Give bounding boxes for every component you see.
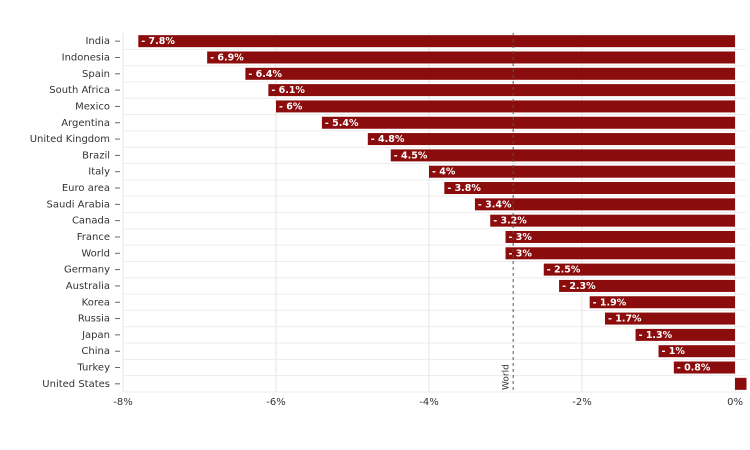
y-tick-label: Korea	[82, 297, 110, 308]
value-label: - 2.5%	[547, 265, 581, 276]
bar	[490, 214, 736, 227]
y-tick-label: Argentina	[61, 118, 110, 129]
y-tick-label: India	[85, 36, 110, 47]
y-tick-label: Australia	[66, 281, 110, 292]
value-label: - 1.7%	[608, 314, 642, 325]
value-label: - 4.8%	[371, 134, 405, 145]
bar	[505, 230, 736, 243]
value-label: - 6.4%	[248, 69, 282, 80]
bar	[635, 328, 736, 341]
y-tick-label: South Africa	[49, 85, 110, 96]
y-tick-label: United Kingdom	[30, 134, 110, 145]
value-label: - 4.5%	[394, 150, 428, 161]
bar	[505, 247, 736, 260]
bar	[138, 35, 736, 48]
bar	[390, 149, 736, 162]
bar	[559, 279, 736, 292]
y-tick-label: Russia	[78, 314, 110, 325]
value-label: - 7.8%	[141, 36, 175, 47]
value-label: - 1%	[662, 346, 686, 357]
y-tick-label: France	[77, 232, 110, 243]
x-tick-label: -8%	[113, 397, 132, 408]
value-label: - 3%	[509, 248, 533, 259]
bar	[735, 377, 747, 390]
bar	[367, 133, 736, 146]
value-label: - 3.4%	[478, 199, 512, 210]
bar	[589, 296, 736, 309]
y-tick-label: World	[81, 248, 110, 259]
y-tick-label: Mexico	[75, 101, 110, 112]
x-tick-label: -2%	[572, 397, 591, 408]
value-label: - 6.9%	[210, 52, 244, 63]
value-label: - 6%	[279, 101, 303, 112]
bar	[658, 345, 736, 358]
bar	[444, 182, 736, 195]
y-tick-label: Japan	[81, 330, 110, 341]
value-label: - 3.8%	[447, 183, 481, 194]
value-label: - 1.9%	[593, 297, 627, 308]
y-tick-label: Italy	[88, 167, 110, 178]
y-tick-label: Turkey	[76, 363, 110, 374]
value-label: - 1.3%	[639, 330, 673, 341]
bar	[604, 312, 736, 325]
value-label: - 6.1%	[271, 85, 305, 96]
y-tick-label: Euro area	[62, 183, 110, 194]
bar	[474, 198, 736, 211]
x-tick-label: -6%	[266, 397, 285, 408]
bar	[207, 51, 736, 64]
y-tick-label: Brazil	[82, 150, 110, 161]
x-tick-label: 0%	[727, 397, 743, 408]
x-tick-label: -4%	[419, 397, 438, 408]
bar	[543, 263, 736, 276]
y-tick-label: Germany	[64, 265, 110, 276]
annotation: World	[502, 364, 512, 390]
bar	[673, 361, 736, 374]
bar	[276, 100, 736, 113]
value-label: - 5.4%	[325, 118, 359, 129]
bar	[268, 84, 736, 97]
y-tick-label: China	[81, 346, 110, 357]
y-tick-label: Canada	[72, 216, 110, 227]
y-tick-label: Spain	[82, 69, 110, 80]
bar	[245, 67, 736, 80]
value-label: - 3.2%	[493, 216, 527, 227]
y-tick-label: United States	[42, 379, 110, 390]
value-label: - 4%	[432, 167, 456, 178]
y-tick-label: Saudi Arabia	[47, 199, 110, 210]
value-label: - 2.3%	[562, 281, 596, 292]
bar	[321, 116, 736, 129]
value-label: - 0.8%	[677, 363, 711, 374]
value-label: - 3%	[509, 232, 533, 243]
bar	[429, 165, 736, 178]
y-tick-label: Indonesia	[62, 52, 110, 63]
